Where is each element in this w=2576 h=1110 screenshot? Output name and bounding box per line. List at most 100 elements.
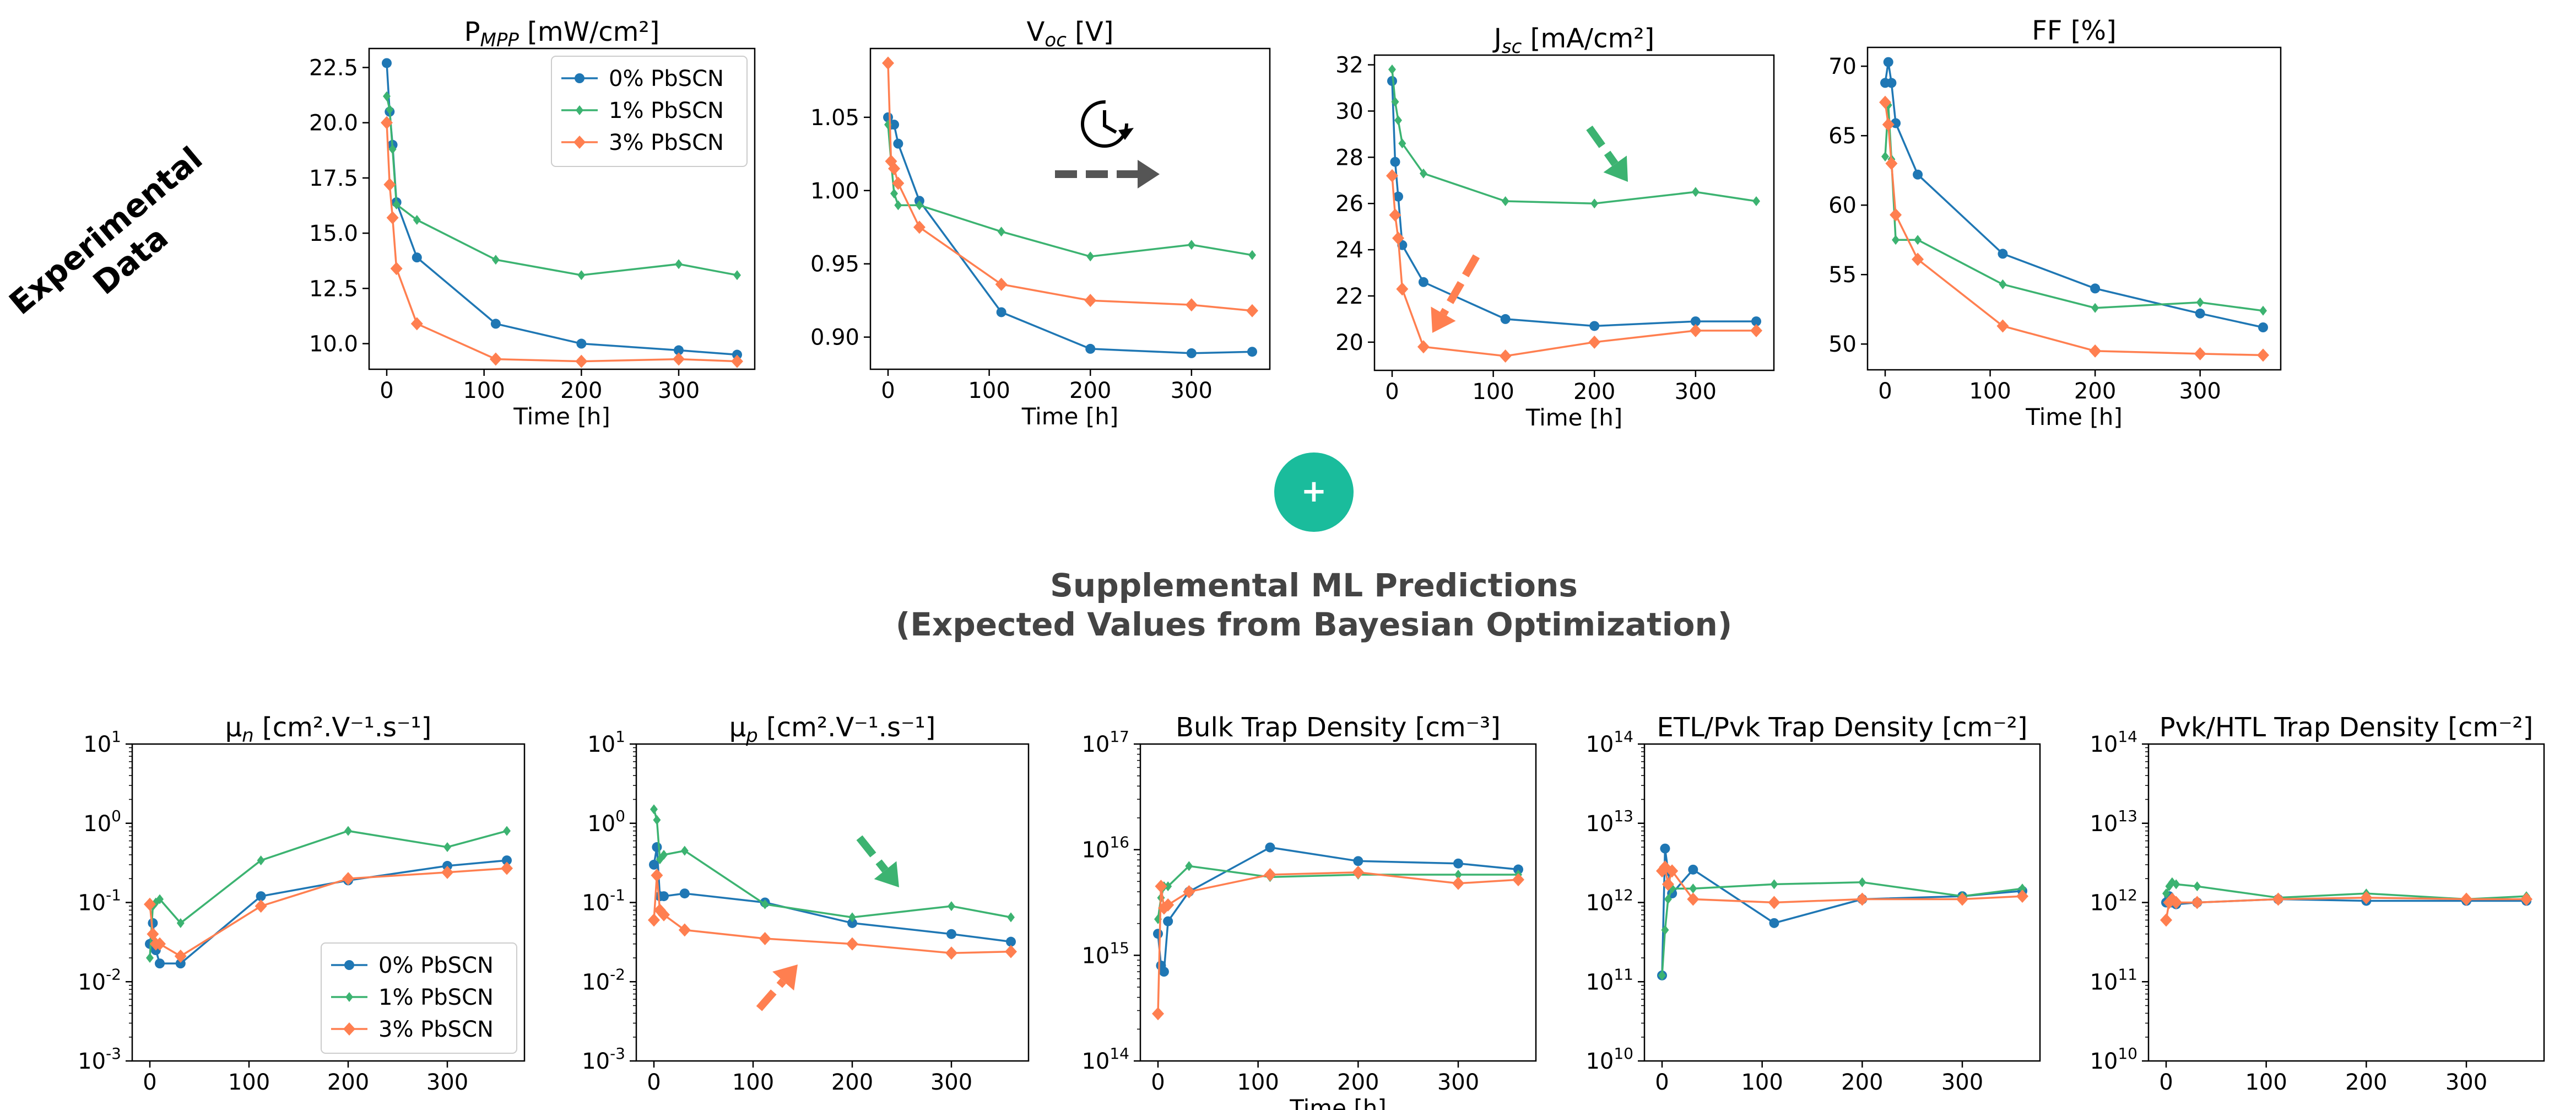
y-tick-label: 1014 xyxy=(1585,728,1633,757)
data-point xyxy=(848,912,856,923)
data-point xyxy=(502,855,512,866)
data-point xyxy=(1163,916,1173,926)
y-tick-label: 1.00 xyxy=(810,179,859,204)
y-tick-label: 12.5 xyxy=(309,276,358,301)
data-point xyxy=(1666,864,1679,878)
x-tick-label: 0 xyxy=(647,1070,661,1095)
data-point xyxy=(673,352,685,366)
data-point xyxy=(1912,252,1924,266)
data-point xyxy=(2162,888,2170,899)
y-tick-label: 1014 xyxy=(1081,1044,1129,1074)
data-point xyxy=(176,918,185,928)
series-3-pbscn xyxy=(1386,169,1762,363)
data-point xyxy=(256,891,266,902)
x-tick-label: 100 xyxy=(228,1070,270,1095)
y-tick-label: 20 xyxy=(1335,330,1363,355)
data-point xyxy=(1159,967,1169,977)
series-line xyxy=(1157,865,1518,919)
data-point xyxy=(146,952,154,963)
data-point xyxy=(2091,303,2099,313)
arrow-head xyxy=(1431,306,1456,333)
dashed-arrow-right-icon xyxy=(1055,160,1160,188)
data-point xyxy=(2018,883,2026,894)
x-axis-label: Time [h] xyxy=(1525,404,1623,431)
series-3-pbscn xyxy=(1879,95,2269,362)
legend-label: 3% PbSCN xyxy=(609,130,724,155)
data-point xyxy=(1914,235,1922,245)
series-line xyxy=(149,829,507,958)
y-tick-label: 1015 xyxy=(1081,939,1129,968)
data-point xyxy=(1417,340,1430,354)
y-tick-label: 0.90 xyxy=(810,325,859,351)
chart-4: FF [%] 0 100 200 300 50 55 60 65 70 Time [h] xyxy=(1828,15,2282,430)
y-tick-label: 10-2 xyxy=(582,965,625,995)
data-point xyxy=(882,56,894,70)
x-tick-label: 100 xyxy=(1237,1070,1279,1095)
data-point xyxy=(2195,308,2205,319)
data-point xyxy=(1387,76,1397,86)
series-0-pbscn xyxy=(1657,843,2027,980)
data-point xyxy=(995,277,1008,291)
data-point xyxy=(679,888,690,899)
series-1-pbscn xyxy=(1154,861,1522,924)
data-point xyxy=(1883,57,1893,67)
data-point xyxy=(1391,96,1399,107)
y-tick-label: 1012 xyxy=(2090,886,2137,916)
y-tick-label: 10-1 xyxy=(78,886,121,916)
data-point xyxy=(1664,894,1672,904)
series-0-pbscn xyxy=(1387,76,1761,331)
data-point xyxy=(1398,138,1406,149)
data-point xyxy=(1086,251,1095,262)
data-point xyxy=(651,869,663,882)
y-tick-label: 1010 xyxy=(2090,1044,2137,1074)
x-tick-label: 200 xyxy=(1573,379,1615,405)
x-tick-label: 300 xyxy=(930,1070,972,1095)
y-tick-label: 60 xyxy=(1828,193,1857,218)
data-point xyxy=(1858,877,1866,887)
data-point xyxy=(443,842,451,853)
x-tick-label: 100 xyxy=(968,378,1010,403)
data-point xyxy=(1185,861,1193,871)
data-point xyxy=(2016,890,2028,903)
x-tick-label: 300 xyxy=(2179,379,2221,404)
data-point xyxy=(255,899,267,913)
charts-group: PMPP [mW/cm²]0 100 200 30010.012.515.017.52… xyxy=(78,15,2545,1110)
legend-label: 3% PbSCN xyxy=(378,1017,494,1042)
legend-marker xyxy=(576,105,583,115)
y-tick-label: 32 xyxy=(1335,53,1363,78)
data-point xyxy=(2272,892,2285,906)
data-point xyxy=(761,899,769,909)
chart-8: ETL/Pvk Trap Density [cm⁻²] 0 100 200 300 101… xyxy=(1585,712,2041,1095)
heading-line2: (Expected Values from Bayesian Optimizat… xyxy=(896,606,1733,643)
y-tick-label: 1013 xyxy=(1585,807,1633,837)
data-point xyxy=(1589,321,1600,331)
x-tick-label: 100 xyxy=(1969,379,2011,404)
y-tick-label: 1011 xyxy=(2090,965,2137,995)
experimental-data-label: Experimental Data xyxy=(2,139,209,322)
x-tick-label: 0 xyxy=(1151,1070,1165,1095)
data-point xyxy=(893,138,903,149)
trend-arrow-icon xyxy=(1586,125,1628,182)
series-3-pbscn xyxy=(2160,891,2532,927)
data-point xyxy=(894,200,902,211)
series-line xyxy=(1661,848,2023,976)
data-point xyxy=(1770,879,1778,890)
data-point xyxy=(1418,277,1428,287)
trend-arrow-icon xyxy=(856,835,899,887)
data-point xyxy=(1162,898,1175,912)
series-line xyxy=(887,117,1253,354)
chart-title: Voc [V] xyxy=(1027,17,1114,51)
x-tick-label: 100 xyxy=(463,378,505,403)
series-3-pbscn xyxy=(1152,865,1524,1021)
x-axis-label: Time [h] xyxy=(2025,403,2123,430)
data-point xyxy=(1690,316,1701,327)
trend-arrow-icon xyxy=(1431,254,1480,333)
x-tick-label: 0 xyxy=(2159,1070,2173,1095)
data-point xyxy=(1452,876,1464,890)
heading-line1: Supplemental ML Predictions xyxy=(1050,567,1578,604)
x-tick-label: 0 xyxy=(380,378,393,403)
chart-5: μn [cm².V⁻¹.s⁻¹] 0 100 200 300 101 100 10-1 10-2… xyxy=(78,712,526,1095)
data-point xyxy=(2194,347,2206,360)
axes-frame xyxy=(869,47,1271,370)
data-point xyxy=(1248,250,1256,260)
